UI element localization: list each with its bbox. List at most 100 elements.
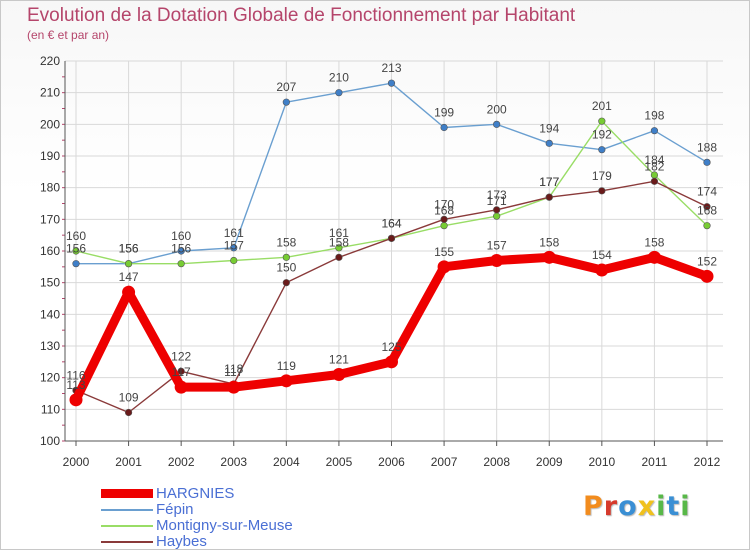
x-tick-label: 2004 xyxy=(273,455,300,469)
data-label-haybes-2007: 170 xyxy=(434,197,454,211)
logo-letter: x xyxy=(637,491,657,522)
point-hargnies-2011 xyxy=(647,250,661,264)
chart-subtitle: (en € et par an) xyxy=(27,28,110,42)
data-label-haybes-2004: 150 xyxy=(276,261,296,275)
point-montigny-sur-meuse-2000 xyxy=(72,247,80,255)
y-tick-label: 160 xyxy=(40,244,60,258)
point-f-pin-2012 xyxy=(703,158,711,166)
data-label-f-pin-2007: 199 xyxy=(434,106,454,120)
data-label-haybes-2005: 158 xyxy=(329,235,349,249)
point-hargnies-2001 xyxy=(122,285,136,299)
point-hargnies-2008 xyxy=(490,254,504,267)
data-label-f-pin-2004: 207 xyxy=(276,80,296,94)
point-f-pin-2008 xyxy=(493,120,501,128)
data-label-montigny-sur-meuse-2011: 184 xyxy=(644,153,664,167)
data-label-hargnies-2004: 119 xyxy=(277,359,296,373)
point-haybes-2005 xyxy=(335,253,343,261)
logo-letter: i xyxy=(656,491,667,522)
point-hargnies-2012 xyxy=(700,269,714,283)
logo-letter: i xyxy=(680,491,691,522)
data-label-f-pin-2006: 213 xyxy=(381,61,401,75)
data-label-hargnies-2011: 158 xyxy=(644,235,664,249)
data-label-f-pin-2010: 192 xyxy=(592,128,612,142)
x-tick-label: 2008 xyxy=(483,455,510,469)
point-hargnies-2004 xyxy=(279,374,293,388)
point-hargnies-2007 xyxy=(437,260,451,274)
point-haybes-2007 xyxy=(440,215,448,223)
logo-letter: P xyxy=(583,491,604,522)
proxiti-logo: Proxiti xyxy=(583,491,691,522)
grid-lines xyxy=(65,60,723,442)
x-tick-label: 2009 xyxy=(536,455,563,469)
data-label-montigny-sur-meuse-2012: 168 xyxy=(697,204,717,218)
data-label-montigny-sur-meuse-2000: 160 xyxy=(66,229,86,243)
point-f-pin-2002 xyxy=(177,247,185,255)
point-haybes-2004 xyxy=(282,279,290,287)
point-hargnies-2000 xyxy=(69,393,83,407)
point-montigny-sur-meuse-2004 xyxy=(282,253,290,261)
y-tick-label: 150 xyxy=(40,276,60,290)
x-tick-label: 2010 xyxy=(588,455,615,469)
data-label-montigny-sur-meuse-2005: 161 xyxy=(329,226,349,240)
point-montigny-sur-meuse-2012 xyxy=(703,222,711,230)
x-tick-label: 2006 xyxy=(378,455,405,469)
point-hargnies-2002 xyxy=(174,380,188,394)
point-hargnies-2009 xyxy=(542,250,556,264)
data-label-montigny-sur-meuse-2009: 177 xyxy=(539,175,559,189)
point-haybes-2012 xyxy=(703,203,711,211)
data-label-f-pin-2003: 161 xyxy=(224,226,244,240)
data-label-hargnies-2000: 113 xyxy=(66,378,85,392)
data-labels: 113 147 117 117 119 121 125 155 157 158 154 158 152 1… xyxy=(66,61,717,404)
data-label-montigny-sur-meuse-2002: 156 xyxy=(171,242,191,256)
legend-swatch-fepin xyxy=(101,509,153,511)
y-tick-label: 170 xyxy=(40,212,60,226)
data-label-hargnies-2006: 125 xyxy=(381,340,401,354)
axes: 100 110 120 130 140 150 160 170 180 190 200 210 220 2… xyxy=(40,54,723,469)
data-label-hargnies-2009: 158 xyxy=(539,235,559,249)
series-lines xyxy=(69,79,714,417)
data-label-haybes-2000: 116 xyxy=(66,368,85,382)
chart-title: Evolution de la Dotation Globale de Fonc… xyxy=(27,5,576,26)
data-label-hargnies-2010: 154 xyxy=(592,248,612,262)
point-f-pin-2006 xyxy=(387,79,396,87)
data-label-haybes-2008: 173 xyxy=(487,188,507,202)
data-label-hargnies-2001: 147 xyxy=(119,270,139,284)
data-label-montigny-sur-meuse-2001: 156 xyxy=(119,242,139,256)
point-montigny-sur-meuse-2003 xyxy=(230,256,238,265)
data-label-montigny-sur-meuse-2003: 157 xyxy=(224,239,244,253)
data-label-haybes-2003: 118 xyxy=(224,362,243,376)
point-montigny-sur-meuse-2005 xyxy=(335,244,343,252)
y-tick-label: 100 xyxy=(40,434,60,448)
y-tick-label: 190 xyxy=(40,149,60,163)
x-tick-label: 2007 xyxy=(431,455,458,469)
y-tick-label: 180 xyxy=(40,181,60,195)
point-haybes-2008 xyxy=(493,206,501,214)
point-hargnies-2005 xyxy=(332,368,346,381)
y-tick-label: 140 xyxy=(40,307,60,321)
point-f-pin-2007 xyxy=(440,123,448,132)
y-tick-label: 110 xyxy=(41,402,60,416)
data-label-hargnies-2012: 152 xyxy=(697,254,717,268)
x-tick-label: 2002 xyxy=(168,455,195,469)
data-label-f-pin-2008: 200 xyxy=(487,102,507,116)
point-f-pin-2004 xyxy=(282,98,290,106)
data-label-f-pin-2012: 188 xyxy=(697,140,717,154)
point-montigny-sur-meuse-2001 xyxy=(124,260,133,268)
point-haybes-2006 xyxy=(387,234,396,242)
point-montigny-sur-meuse-2002 xyxy=(177,260,185,268)
point-f-pin-2005 xyxy=(335,89,343,97)
data-label-montigny-sur-meuse-2004: 158 xyxy=(276,235,296,249)
x-tick-label: 2012 xyxy=(694,455,721,469)
data-label-f-pin-2001: 156 xyxy=(119,242,139,256)
legend-label-haybes: Haybes xyxy=(156,533,207,550)
data-label-f-pin-2011: 198 xyxy=(644,109,664,123)
point-f-pin-2003 xyxy=(230,244,238,252)
data-label-montigny-sur-meuse-2006: 164 xyxy=(381,216,401,230)
y-tick-label: 200 xyxy=(40,117,60,131)
legend-swatch-haybes xyxy=(101,541,153,543)
data-label-f-pin-2000: 156 xyxy=(66,242,86,256)
point-montigny-sur-meuse-2010 xyxy=(598,117,606,125)
data-label-haybes-2012: 174 xyxy=(697,185,717,199)
